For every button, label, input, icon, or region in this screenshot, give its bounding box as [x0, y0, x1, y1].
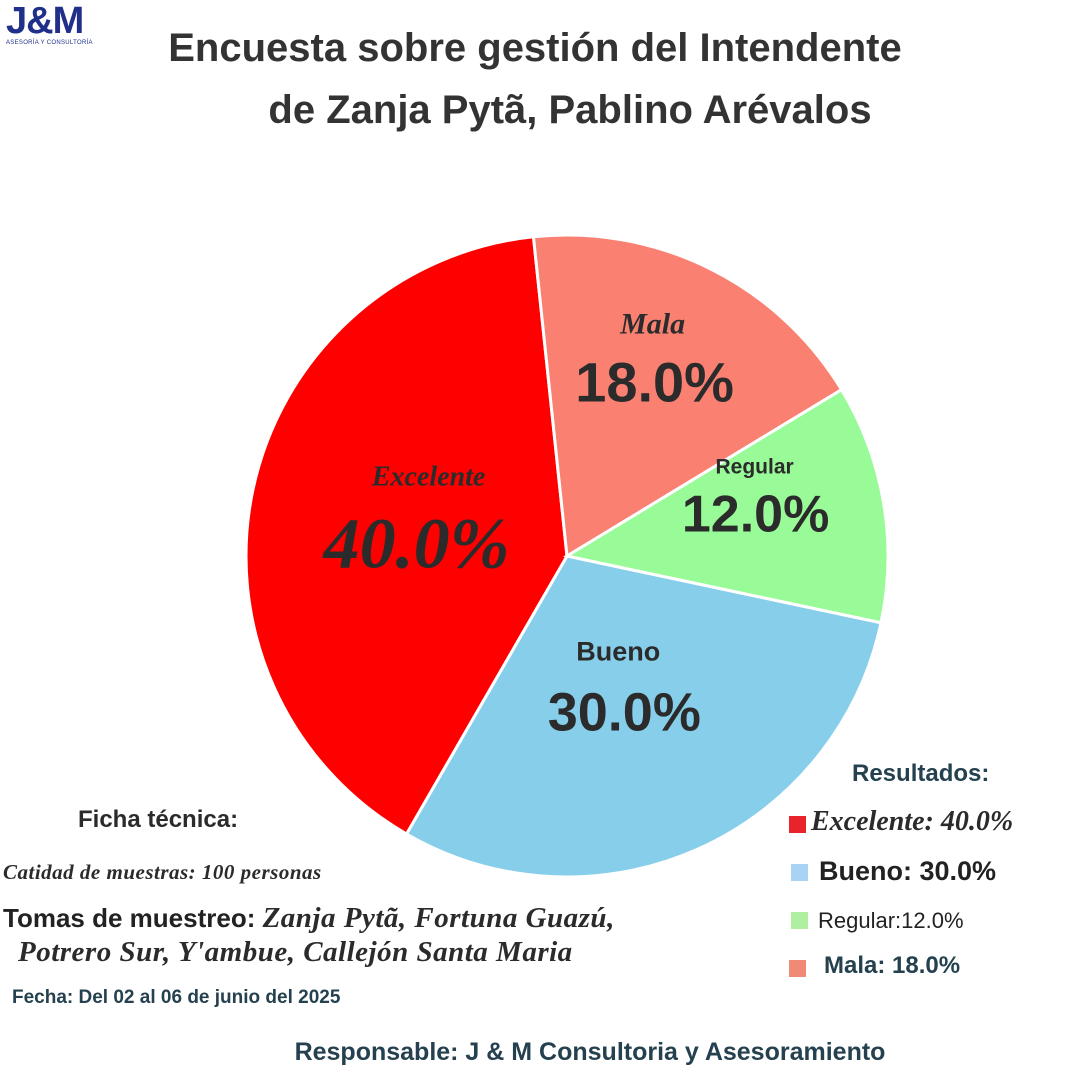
slice-name-bueno: Bueno: [576, 637, 660, 667]
legend-label: Mala: 18.0%: [824, 952, 961, 979]
legend-label: Bueno: 30.0%: [819, 856, 997, 886]
chart-title-line2: de Zanja Pytã, Pablino Arévalos: [268, 88, 872, 132]
sample-size-text: Catidad de muestras: 100 personas: [3, 860, 322, 884]
logo-mark: J&M: [6, 0, 84, 42]
logo: J&M ASESORÍA Y CONSULTORÍA: [6, 0, 118, 46]
slice-value-mala: 18.0%: [575, 351, 734, 414]
survey-date: Fecha: Del 02 al 06 de junio del 2025: [12, 987, 341, 1008]
slice-name-mala: Mala: [619, 308, 685, 341]
legend-swatch: [791, 912, 808, 929]
slice-value-regular: 12.0%: [682, 486, 829, 544]
sampling-locations-line1: Tomas de muestreo: Zanja Pytã, Fortuna G…: [3, 902, 615, 935]
pie-slice-mala: [531, 233, 844, 559]
pie-slice-regular: [562, 387, 890, 625]
pie-slice-excelente: [244, 235, 569, 837]
sampling-locations-part1: Zanja Pytã, Fortuna Guazú,: [262, 902, 615, 934]
legend-swatch: [789, 816, 806, 833]
slice-name-excelente: Excelente: [371, 461, 486, 492]
slice-name-regular: Regular: [716, 456, 794, 479]
ficha-title: Ficha técnica:: [78, 806, 239, 833]
slice-value-bueno: 30.0%: [548, 683, 701, 743]
chart-title-line1: Encuesta sobre gestión del Intendente: [168, 26, 902, 70]
sampling-label: Tomas de muestreo:: [3, 903, 256, 933]
results-title: Resultados:: [852, 760, 990, 787]
legend-swatch: [789, 960, 806, 977]
responsible-credit: Responsable: J & M Consultoria y Asesora…: [294, 1038, 886, 1066]
pie-slice-bueno: [404, 554, 883, 879]
legend-label: Excelente: 40.0%: [811, 806, 1014, 837]
logo-subtitle: ASESORÍA Y CONSULTORÍA: [6, 40, 93, 46]
slice-value-excelente: 40.0%: [322, 503, 510, 583]
legend-swatch: [791, 864, 808, 881]
legend-label: Regular:12.0%: [818, 908, 964, 933]
sampling-locations-line2: Potrero Sur, Y'ambue, Callejón Santa Mar…: [18, 936, 573, 968]
